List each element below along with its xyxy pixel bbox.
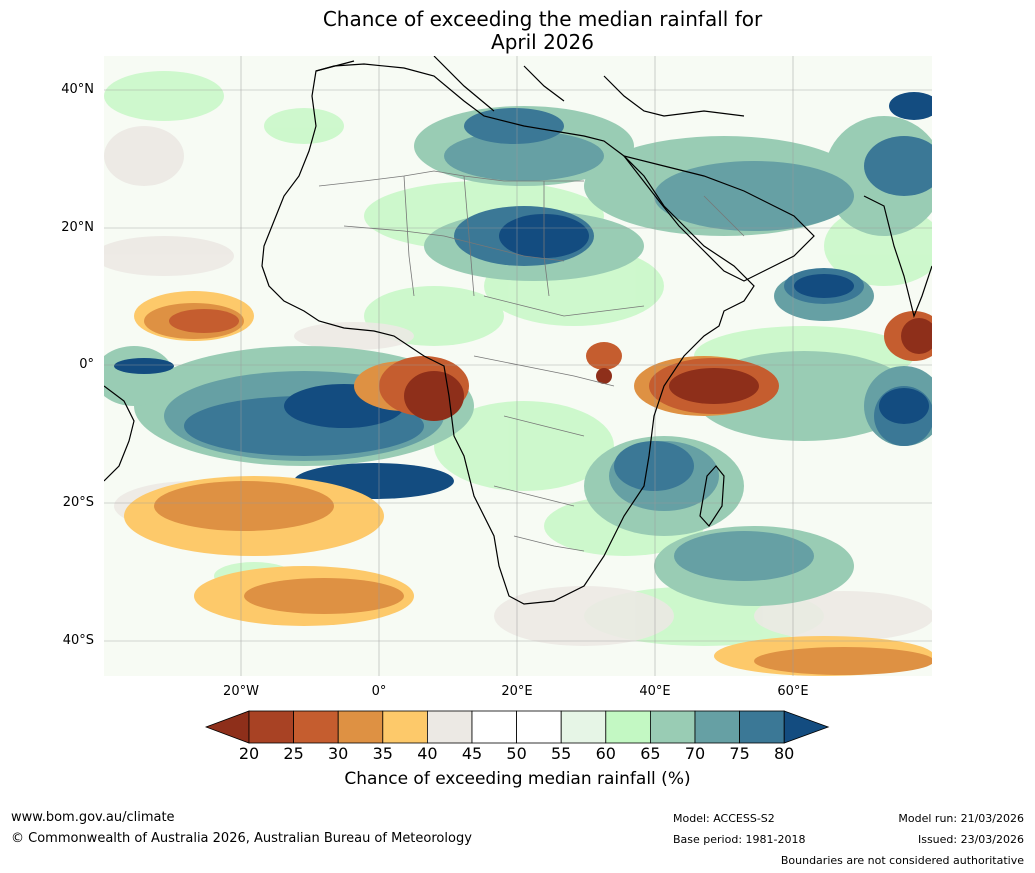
colorbar-cell xyxy=(382,710,428,744)
graticule xyxy=(104,56,932,676)
colorbar-tick-label: 65 xyxy=(640,744,661,763)
colorbar-above-triangle xyxy=(783,710,830,744)
colorbar-tick-label: 50 xyxy=(506,744,527,763)
colorbar-cell xyxy=(560,710,607,744)
base-period: Base period: 1981-2018 xyxy=(673,833,806,846)
colorbar-cell xyxy=(471,710,517,744)
rainfall-map xyxy=(104,56,932,676)
map-title-line1: Chance of exceeding the median rainfall … xyxy=(322,7,763,31)
model-name: Model: ACCESS-S2 xyxy=(673,812,775,825)
colorbar-tick-label: 70 xyxy=(684,744,706,763)
lat-label-40n: 40°N xyxy=(61,82,94,97)
colorbar-tick-label: 55 xyxy=(551,744,572,763)
model-run: Model run: 21/03/2026 xyxy=(898,812,1024,825)
lon-label-60e: 60°E xyxy=(777,684,809,699)
lat-label-20s: 20°S xyxy=(62,495,94,510)
lat-label-20n: 20°N xyxy=(61,220,94,235)
lon-label-20e: 20°E xyxy=(501,684,533,699)
colorbar-cell xyxy=(605,710,651,744)
coastlines xyxy=(104,56,932,605)
colorbar-tick-label: 80 xyxy=(774,744,795,763)
colorbar-cell xyxy=(337,710,384,744)
colorbar-tick-label: 40 xyxy=(417,744,438,763)
colorbar-below-triangle xyxy=(205,710,250,744)
lon-label-40e: 40°E xyxy=(639,684,671,699)
map-title: Chance of exceeding the median rainfall … xyxy=(0,8,1035,54)
colorbar-cell xyxy=(694,710,740,744)
lat-label-equator: 0° xyxy=(79,357,94,372)
colorbar-cells xyxy=(205,710,830,744)
copyright-text: © Commonwealth of Australia 2026, Austra… xyxy=(11,831,472,846)
colorbar-tick-label: 75 xyxy=(729,744,750,763)
colorbar-cell xyxy=(248,710,294,744)
colorbar-cell xyxy=(293,710,339,744)
colorbar-cell xyxy=(739,710,785,744)
country-borders xyxy=(318,170,745,552)
colorbar-tick-label: 35 xyxy=(372,744,393,763)
colorbar-tick-label: 20 xyxy=(238,744,260,763)
rainfall-map-svg xyxy=(104,56,932,676)
lon-label-0: 0° xyxy=(371,684,387,699)
map-title-line2: April 2026 xyxy=(491,30,594,54)
colorbar-tick-label: 30 xyxy=(328,744,349,763)
lon-label-20w: 20°W xyxy=(223,684,259,699)
boundaries-note: Boundaries are not considered authoritat… xyxy=(780,854,1024,867)
website-link[interactable]: www.bom.gov.au/climate xyxy=(11,810,175,825)
colorbar-cell xyxy=(516,710,562,744)
colorbar-cell xyxy=(426,710,473,744)
colorbar-tick-label: 60 xyxy=(595,744,616,763)
lat-label-40s: 40°S xyxy=(62,633,94,648)
colorbar-title: Chance of exceeding median rainfall (%) xyxy=(344,769,691,789)
colorbar-cell xyxy=(649,710,696,744)
colorbar-tick-label: 45 xyxy=(461,744,483,763)
darkest-dry-areas xyxy=(404,318,932,421)
colorbar-tick-label: 25 xyxy=(283,744,304,763)
issued-date: Issued: 23/03/2026 xyxy=(917,833,1024,846)
colorbar xyxy=(205,710,830,744)
